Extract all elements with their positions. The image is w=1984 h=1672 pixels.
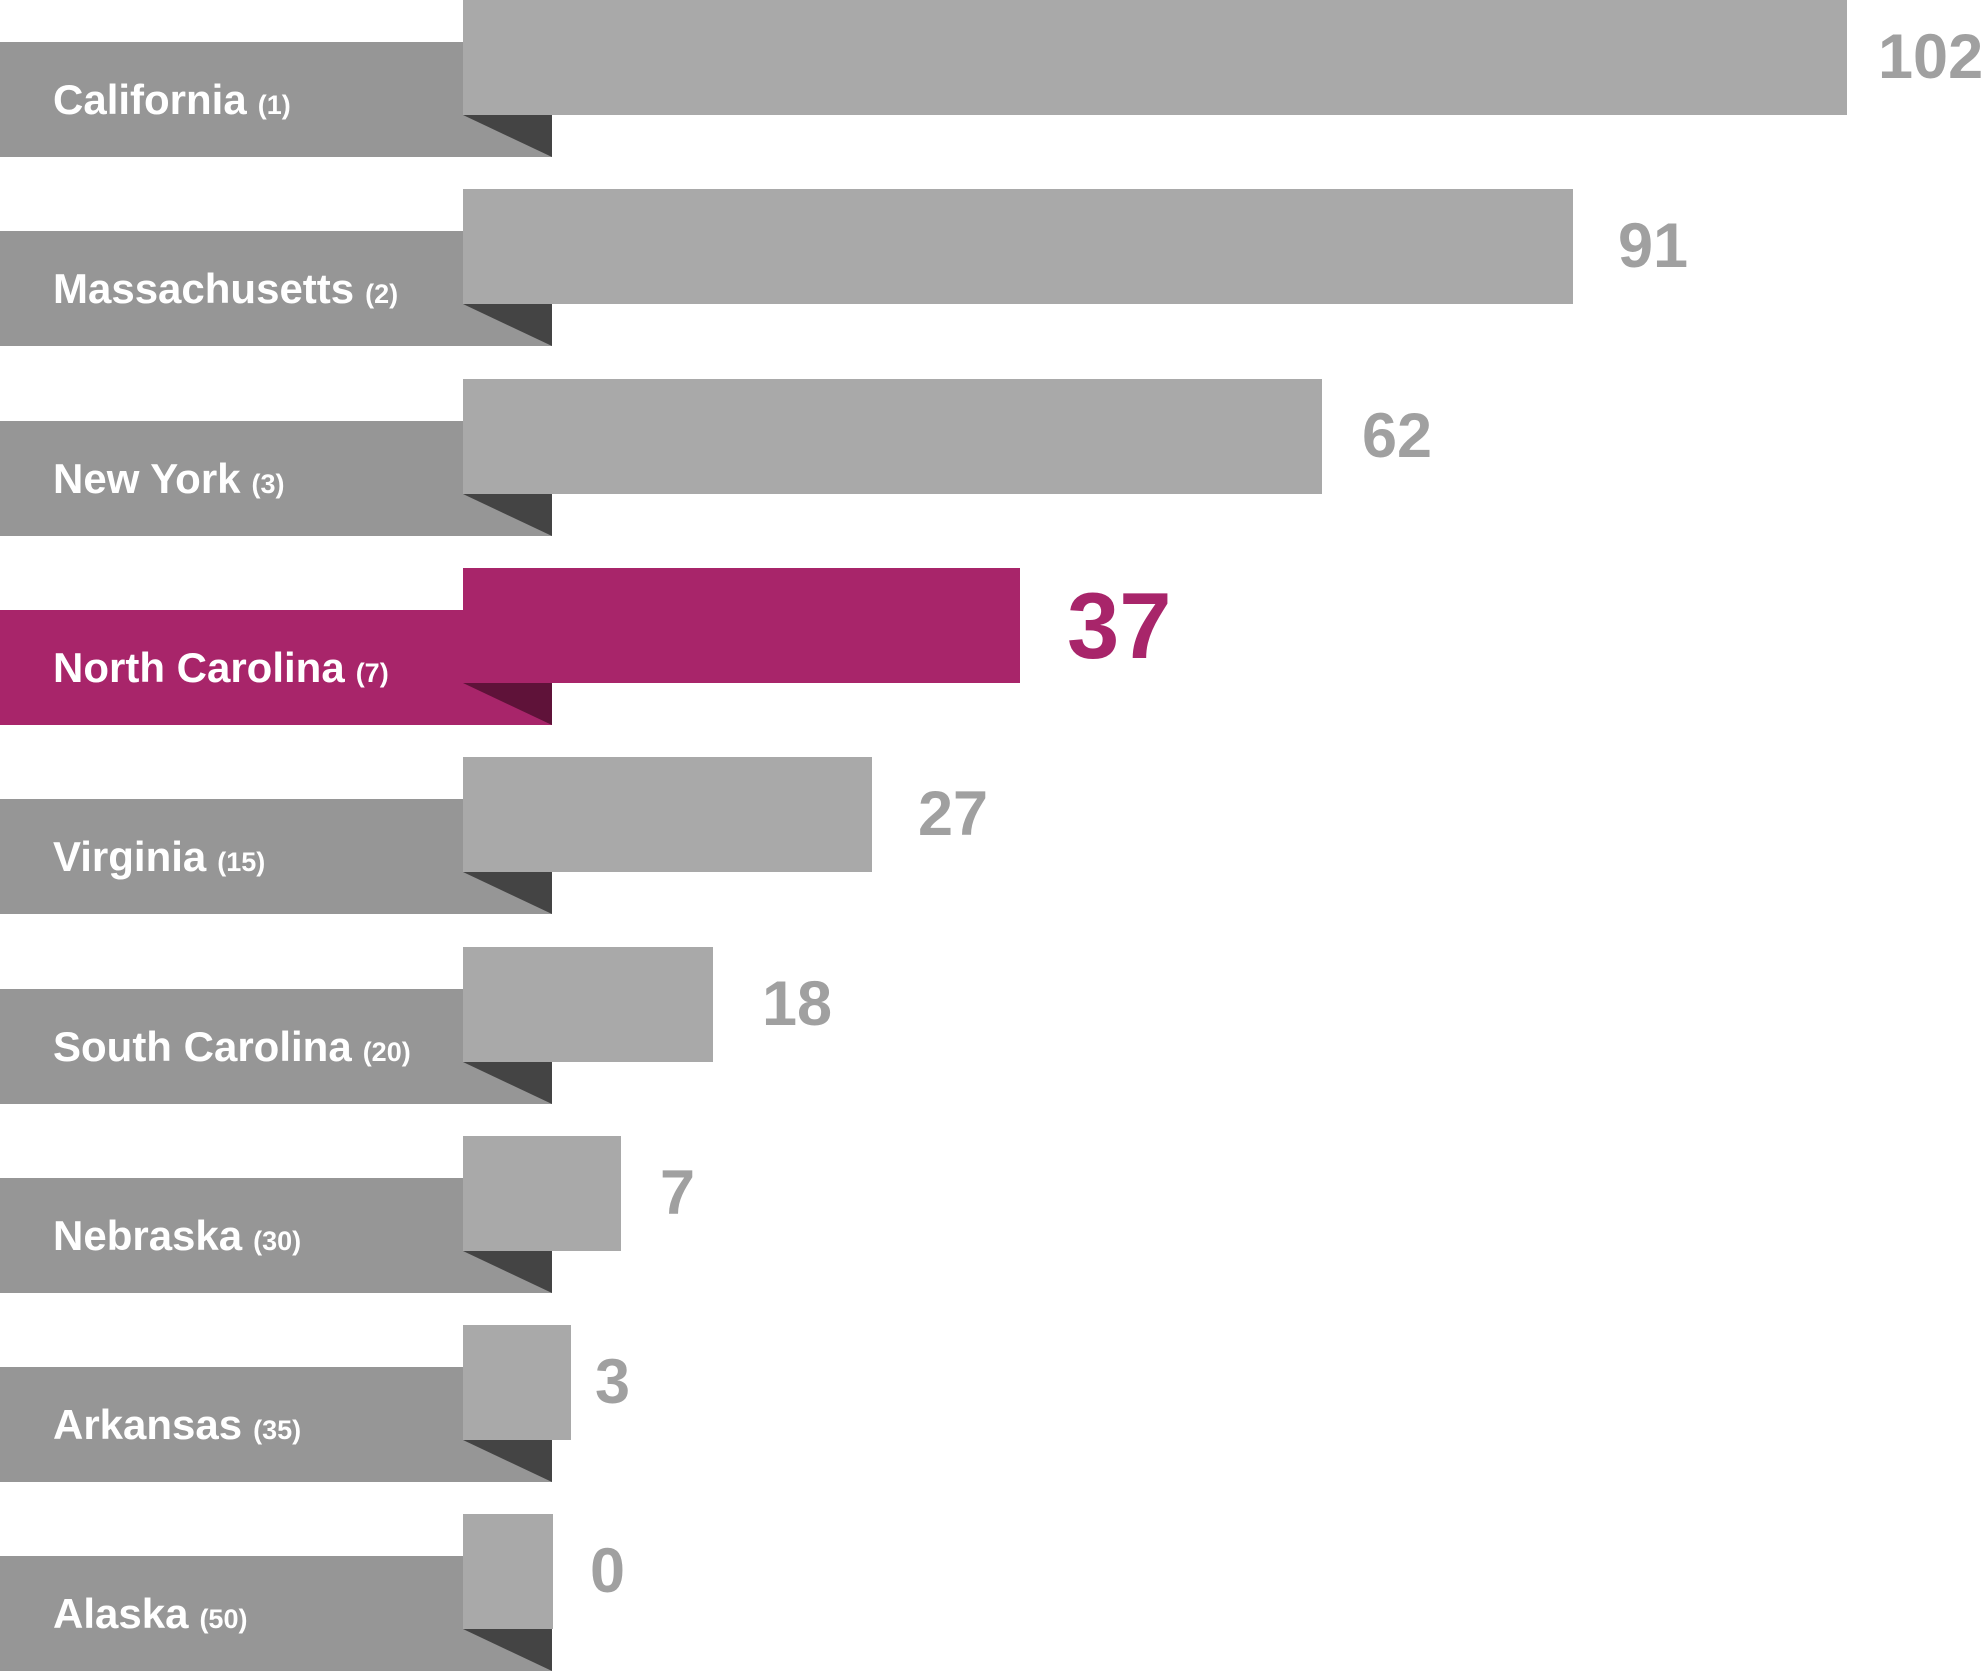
state-name: South Carolina	[53, 1022, 352, 1070]
label-ribbon-nebraska: Nebraska (30)	[0, 1178, 552, 1293]
label-ribbon-south-carolina: South Carolina (20)	[0, 989, 552, 1104]
value-label-alaska: 0	[590, 1536, 626, 1606]
label-ribbon-new-york: New York (3)	[0, 421, 552, 536]
state-rank: (2)	[365, 278, 399, 309]
state-rank: (3)	[251, 468, 285, 499]
state-label: Arkansas (35)	[53, 1400, 302, 1448]
bar-alaska	[463, 1514, 553, 1629]
value-label-virginia: 27	[918, 779, 989, 849]
label-ribbon-massachusetts: Massachusetts (2)	[0, 231, 552, 346]
state-rank: (15)	[217, 846, 266, 877]
label-ribbon-north-carolina: North Carolina (7)	[0, 610, 552, 725]
bar-virginia	[463, 757, 872, 872]
state-name: Arkansas	[53, 1400, 243, 1448]
bar-nebraska	[463, 1136, 621, 1251]
state-label: South Carolina (20)	[53, 1022, 411, 1070]
state-name: Alaska	[53, 1589, 189, 1637]
value-label-north-carolina: 37	[1067, 572, 1172, 678]
state-name: New York	[53, 454, 241, 502]
label-ribbon-alaska: Alaska (50)	[0, 1556, 552, 1671]
state-rank: (50)	[199, 1603, 248, 1634]
value-label-arkansas: 3	[595, 1347, 631, 1417]
state-label: Massachusetts (2)	[53, 264, 399, 312]
bar-north-carolina	[463, 568, 1020, 683]
bar-south-carolina	[463, 947, 713, 1062]
state-name: Nebraska	[53, 1211, 243, 1259]
value-label-massachusetts: 91	[1618, 211, 1689, 281]
label-ribbon-arkansas: Arkansas (35)	[0, 1367, 552, 1482]
state-rank: (7)	[355, 657, 389, 688]
value-label-south-carolina: 18	[762, 969, 833, 1039]
state-name: Virginia	[53, 832, 207, 880]
value-label-california: 102	[1878, 22, 1984, 92]
value-label-new-york: 62	[1362, 401, 1433, 471]
bar-california	[463, 0, 1847, 115]
state-label: North Carolina (7)	[53, 643, 389, 691]
state-rank: (30)	[253, 1225, 302, 1256]
state-label: California (1)	[53, 75, 291, 123]
state-name: California	[53, 75, 247, 123]
state-label: Nebraska (30)	[53, 1211, 302, 1259]
bar-new-york	[463, 379, 1322, 494]
state-rank: (20)	[362, 1036, 411, 1067]
bar-arkansas	[463, 1325, 571, 1440]
state-rank: (1)	[257, 89, 291, 120]
state-name: Massachusetts	[53, 264, 355, 312]
state-label: Alaska (50)	[53, 1589, 248, 1637]
bar-massachusetts	[463, 189, 1573, 304]
state-rank: (35)	[253, 1414, 302, 1445]
state-name: North Carolina	[53, 643, 345, 691]
state-label: New York (3)	[53, 454, 285, 502]
value-label-nebraska: 7	[660, 1158, 696, 1228]
state-label: Virginia (15)	[53, 832, 266, 880]
label-ribbon-california: California (1)	[0, 42, 552, 157]
label-ribbon-virginia: Virginia (15)	[0, 799, 552, 914]
